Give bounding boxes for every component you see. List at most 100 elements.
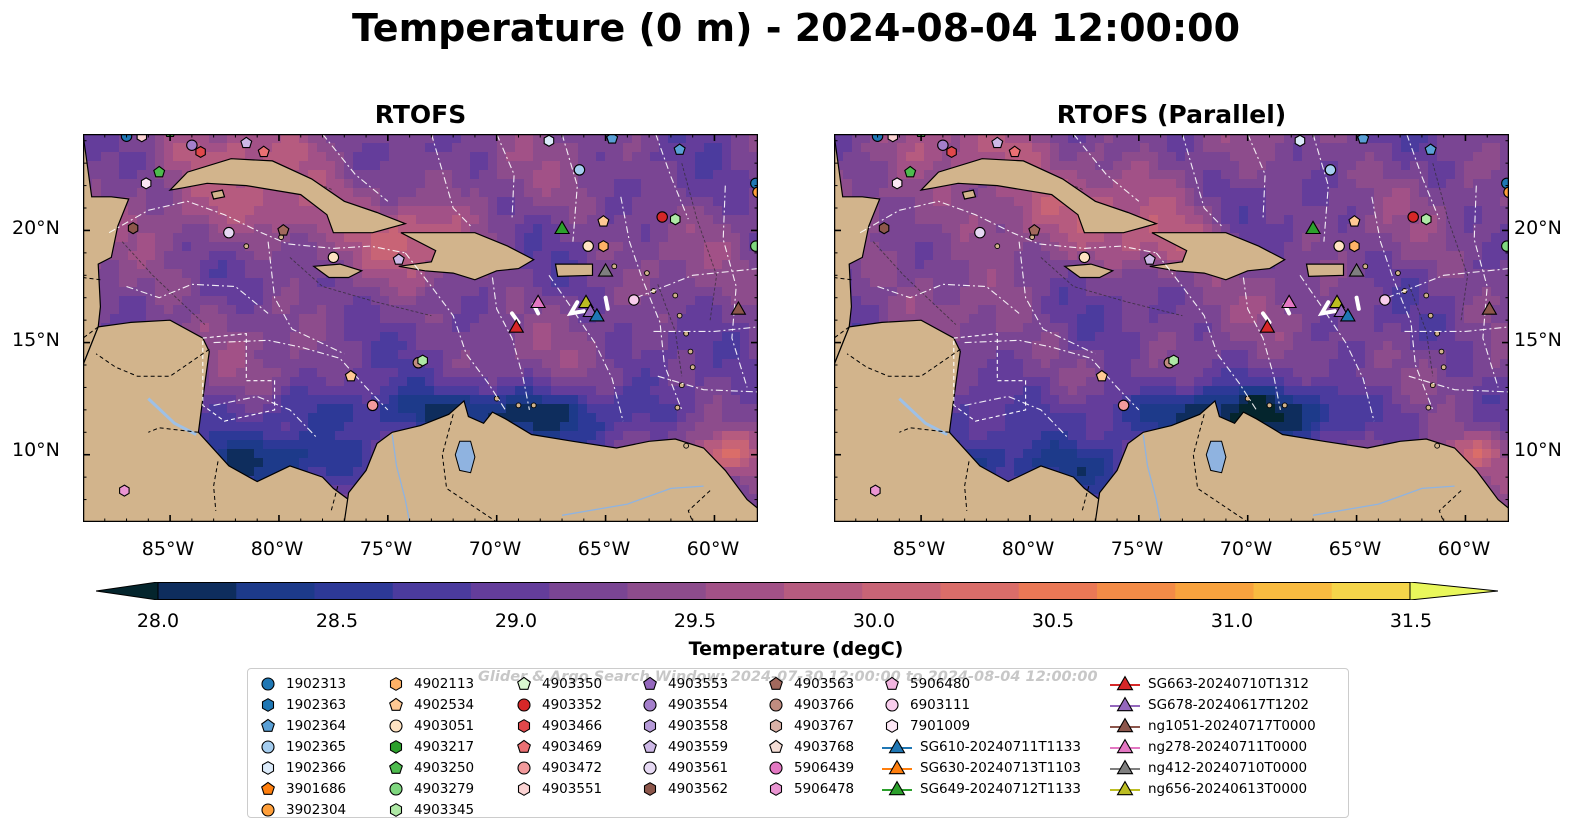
temperature-cell [560,242,570,252]
temperature-cell [560,377,570,387]
temperature-cell [425,305,435,315]
temperature-cell [879,287,889,297]
temperature-cell [1392,242,1402,252]
temperature-cell [344,305,354,315]
temperature-cell [623,278,633,288]
temperature-cell [731,215,741,225]
temperature-cell [1230,215,1240,225]
temperature-cell [182,233,192,243]
temperature-cell [461,188,471,198]
temperature-cell [200,224,210,234]
temperature-cell [605,296,615,306]
temperature-cell [137,305,147,315]
temperature-cell [326,368,336,378]
temperature-cell [380,359,390,369]
temperature-cell [416,224,426,234]
temperature-cell [722,395,732,405]
temperature-cell [218,422,228,432]
temperature-cell [362,161,372,171]
temperature-cell [1293,170,1303,180]
temperature-cell [650,152,660,162]
temperature-cell [326,404,336,414]
temperature-cell [425,377,435,387]
temperature-cell [596,332,606,342]
temperature-cell [1014,287,1024,297]
temperature-cell [1266,224,1276,234]
temperature-cell [1275,224,1285,234]
temperature-cell [1320,197,1330,207]
temperature-cell [299,395,309,405]
temperature-cell [317,431,327,441]
temperature-cell [560,413,570,423]
temperature-cell [398,251,408,261]
temperature-cell [569,413,579,423]
temperature-cell [1149,269,1159,279]
temperature-cell [569,368,579,378]
temperature-cell [218,305,228,315]
temperature-cell [272,251,282,261]
temperature-cell [1410,260,1420,270]
temperature-cell [1140,269,1150,279]
temperature-cell [722,287,732,297]
temperature-cell [870,251,880,261]
temperature-cell [686,296,696,306]
temperature-cell [704,431,714,441]
temperature-cell [353,413,363,423]
temperature-cell [686,404,696,414]
temperature-cell [155,314,165,324]
temperature-cell [218,206,228,216]
temperature-cell [1464,224,1474,234]
temperature-cell [1428,287,1438,297]
temperature-cell [371,368,381,378]
temperature-cell [569,242,579,252]
temperature-cell [263,143,273,153]
temperature-cell [1392,197,1402,207]
temperature-cell [623,386,633,396]
temperature-cell [1230,170,1240,180]
isobath-contour [289,257,432,317]
temperature-cell [668,152,678,162]
temperature-cell [398,413,408,423]
temperature-cell [83,152,93,162]
temperature-cell [650,143,660,153]
map-panel-rtofs[interactable] [82,133,759,523]
temperature-cell [605,215,615,225]
temperature-cell [299,233,309,243]
temperature-cell [326,170,336,180]
temperature-cell [1347,143,1357,153]
temperature-cell [740,197,750,207]
temperature-cell [326,296,336,306]
temperature-cell [434,188,444,198]
temperature-cell [164,251,174,261]
temperature-cell [996,152,1006,162]
temperature-cell [587,152,597,162]
temperature-cell [749,260,758,270]
temperature-cell [740,278,750,288]
temperature-cell [870,269,880,279]
temperature-cell [1239,206,1249,216]
temperature-cell [281,143,291,153]
temperature-cell [497,233,507,243]
temperature-cell [686,395,696,405]
temperature-cell [749,170,758,180]
temperature-cell [461,377,471,387]
temperature-cell [969,224,979,234]
temperature-cell [1221,197,1231,207]
temperature-cell [1032,269,1042,279]
temperature-cell [861,134,871,144]
temperature-cell [533,350,543,360]
temperature-cell [542,431,552,441]
temperature-cell [888,269,898,279]
temperature-cell [344,404,354,414]
temperature-cell [587,359,597,369]
temperature-cell [978,215,988,225]
temperature-cell [1185,224,1195,234]
temperature-cell [1032,278,1042,288]
temperature-cell [1320,170,1330,180]
temperature-cell [713,161,723,171]
temperature-cell [1158,287,1168,297]
temperature-cell [182,305,192,315]
temperature-cell [1185,143,1195,153]
map-panel-rtofs-parallel[interactable] [833,133,1510,523]
temperature-cell [668,314,678,324]
